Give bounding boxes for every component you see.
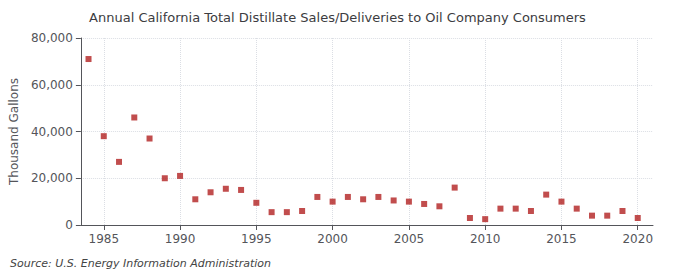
svg-text:2005: 2005: [394, 232, 425, 246]
svg-text:80,000: 80,000: [31, 31, 73, 45]
svg-text:Thousand Gallons: Thousand Gallons: [7, 78, 21, 186]
svg-text:1985: 1985: [88, 232, 119, 246]
svg-text:2010: 2010: [470, 232, 501, 246]
svg-text:Annual California Total Distil: Annual California Total Distillate Sales…: [89, 10, 586, 25]
svg-text:1990: 1990: [165, 232, 196, 246]
svg-text:60,000: 60,000: [31, 78, 73, 92]
svg-text:20,000: 20,000: [31, 171, 73, 185]
svg-text:1995: 1995: [241, 232, 272, 246]
svg-text:2015: 2015: [546, 232, 577, 246]
svg-text:40,000: 40,000: [31, 125, 73, 139]
svg-text:0: 0: [65, 218, 73, 232]
svg-text:Source: U.S. Energy Informatio: Source: U.S. Energy Information Administ…: [10, 257, 271, 270]
svg-text:2000: 2000: [317, 232, 348, 246]
svg-text:2020: 2020: [622, 232, 653, 246]
